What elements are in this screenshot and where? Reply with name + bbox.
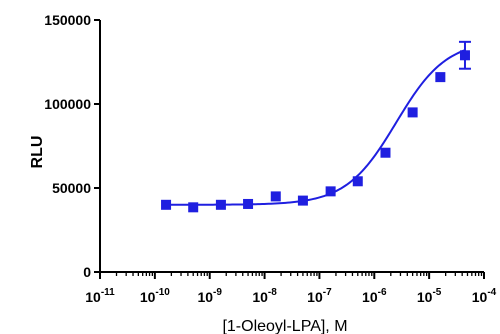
x-tick-label: 10-5: [417, 287, 442, 305]
y-tick-label: 100000: [44, 96, 91, 112]
x-tick-label: 10-7: [307, 287, 332, 305]
data-point: [270, 191, 281, 202]
x-tick-label: 10-10: [140, 287, 170, 305]
data-point: [161, 199, 172, 210]
y-tick-label: 50000: [52, 180, 91, 196]
x-tick-label: 10-6: [362, 287, 387, 305]
x-tick-label: 10-8: [252, 287, 277, 305]
y-tick-label: 150000: [44, 12, 91, 28]
x-tick-label: 10-4: [472, 287, 497, 305]
fit-curve-group: [166, 49, 466, 206]
x-tick-label: 10-11: [85, 287, 115, 305]
data-point: [352, 176, 363, 187]
data-point: [325, 186, 336, 197]
x-axis-title: [1-Oleoyl-LPA], M: [222, 318, 347, 334]
data-point: [243, 198, 254, 209]
data-point: [215, 199, 226, 210]
data-point: [380, 147, 391, 158]
x-tick-label: 10-9: [197, 287, 222, 305]
data-point: [297, 195, 308, 206]
data-point: [188, 202, 199, 213]
data-point: [435, 72, 446, 83]
data-points: [161, 40, 471, 213]
fit-curve: [166, 49, 466, 206]
tick-labels: 0 50000 100000 150000 10-11 10-10 10-9 10-8 10-7…: [44, 12, 496, 305]
data-point: [407, 107, 418, 118]
axes: [94, 19, 485, 279]
data-point: [459, 50, 470, 61]
y-tick-label: 0: [83, 264, 91, 280]
y-axis-title: RLU: [29, 136, 46, 169]
